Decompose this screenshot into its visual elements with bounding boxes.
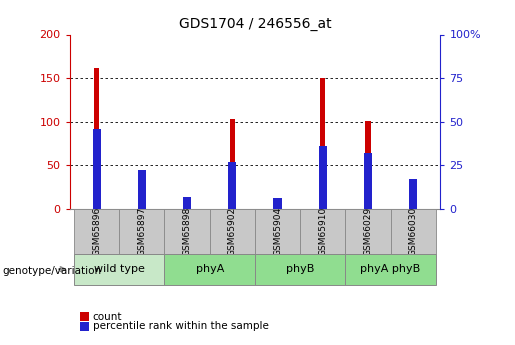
Bar [346, 209, 390, 254]
Bar [183, 197, 191, 209]
Bar [93, 129, 101, 209]
Bar [300, 209, 346, 254]
Text: GSM66029: GSM66029 [364, 207, 372, 256]
Text: GSM66030: GSM66030 [409, 207, 418, 256]
Bar [319, 146, 327, 209]
Text: GSM65896: GSM65896 [92, 207, 101, 256]
Bar [184, 204, 190, 209]
Text: phyA: phyA [196, 264, 224, 274]
Text: phyB: phyB [286, 264, 314, 274]
Bar [94, 68, 99, 209]
Bar [275, 204, 280, 209]
Bar [320, 78, 325, 209]
Text: genotype/variation: genotype/variation [3, 266, 101, 276]
Text: GSM65898: GSM65898 [183, 207, 192, 256]
Text: wild type: wild type [94, 264, 145, 274]
Bar [139, 174, 145, 209]
Text: percentile rank within the sample: percentile rank within the sample [93, 322, 269, 331]
Bar [164, 254, 255, 285]
Bar [119, 209, 164, 254]
Text: count: count [93, 312, 122, 322]
Bar [365, 121, 371, 209]
Bar [164, 209, 210, 254]
Bar [273, 198, 282, 209]
Text: GSM65904: GSM65904 [273, 207, 282, 256]
Bar [74, 254, 164, 285]
Text: GSM65902: GSM65902 [228, 207, 237, 256]
Text: phyA phyB: phyA phyB [360, 264, 421, 274]
Bar [230, 119, 235, 209]
Bar [390, 209, 436, 254]
Bar [364, 153, 372, 209]
Bar [210, 209, 255, 254]
Text: GSM65897: GSM65897 [138, 207, 146, 256]
Bar [255, 254, 346, 285]
Bar [255, 209, 300, 254]
Title: GDS1704 / 246556_at: GDS1704 / 246556_at [179, 17, 331, 31]
Bar [409, 179, 417, 209]
Text: GSM65910: GSM65910 [318, 207, 327, 256]
Bar [228, 162, 236, 209]
Bar [410, 187, 416, 209]
Bar [346, 254, 436, 285]
Bar [74, 209, 119, 254]
Bar [138, 170, 146, 209]
